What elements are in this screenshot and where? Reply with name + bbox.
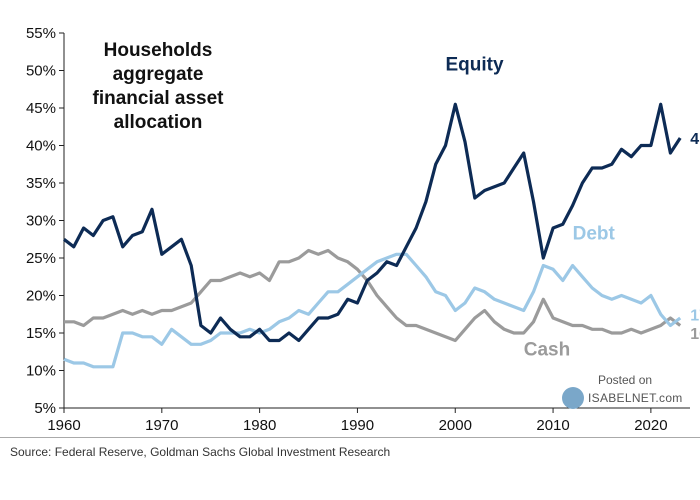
x-tick-label: 1970 [145,417,178,434]
chart-title-line: Households [104,40,213,61]
series-line-cash [64,248,682,343]
footer-divider [0,437,700,438]
chart-title-line: financial asset [93,88,225,109]
y-tick-label: 45% [26,100,56,117]
series-name-debt: Debt [573,223,616,244]
x-tick-label: 1980 [243,417,276,434]
y-tick-label: 15% [26,325,56,342]
y-tick-label: 30% [26,213,56,230]
y-tick-label: 10% [26,363,56,380]
y-tick-label: 40% [26,138,56,155]
source-note: Source: Federal Reserve, Goldman Sachs G… [10,445,391,459]
series-line-equity [63,102,682,343]
series-end-label-cash: 16% [690,326,700,343]
y-tick-label: 35% [26,175,56,192]
y-tick-label: 55% [26,25,56,42]
x-tick-label: 1990 [341,417,374,434]
y-tick-label: 5% [34,400,56,417]
series-labels: Equity 41% Debt 17% Cash 16% [445,55,700,361]
chart-title: Households aggregate financial asset alloca… [93,40,225,133]
x-tick-label: 1960 [47,417,80,434]
chart-title-line: allocation [114,112,203,133]
y-tick-label: 20% [26,288,56,305]
chart-title-line: aggregate [113,64,204,85]
globe-logo-icon [562,387,584,409]
series-name-equity: Equity [445,55,503,76]
x-tick-label: 2010 [536,417,569,434]
y-tick-label: 50% [26,63,56,80]
line-chart: 5% 10% 15% 20% 25% 30% 35% 40% 45% 50% 55% 1960 1970… [26,25,700,434]
watermark: Posted on ISABELNET.com [562,373,692,409]
y-tick-label: 25% [26,250,56,267]
series-lines [63,102,682,369]
x-tick-label: 2020 [634,417,667,434]
series-end-label-debt: 17% [690,307,700,324]
watermark-site: ISABELNET.com [588,391,683,405]
series-line-debt [63,252,682,369]
x-tick-label: 2000 [439,417,472,434]
axis-ticks: 5% 10% 15% 20% 25% 30% 35% 40% 45% 50% 55% 1960 1970… [26,25,668,434]
series-end-label-equity: 41% [690,131,700,148]
series-name-cash: Cash [524,340,570,361]
watermark-posted-on: Posted on [598,373,653,387]
